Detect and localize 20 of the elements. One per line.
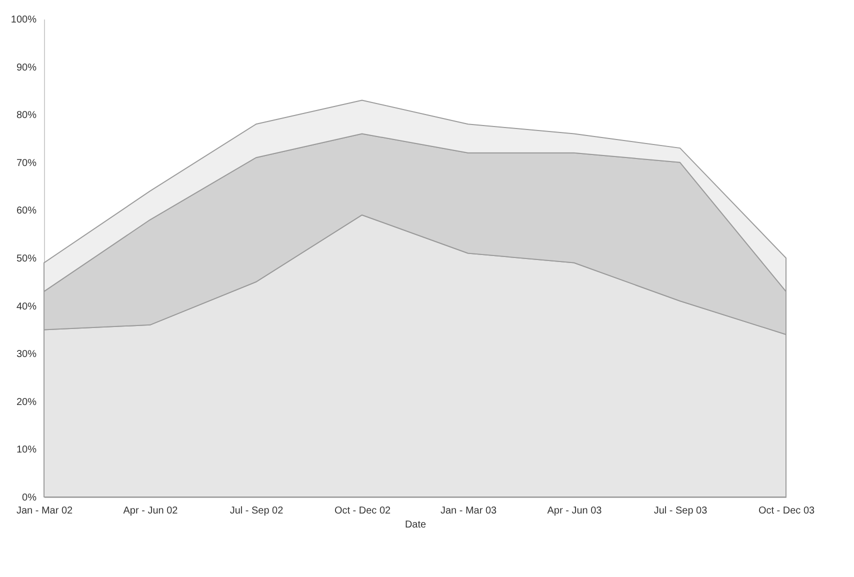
x-tick-label: Apr - Jun 03 xyxy=(547,506,602,516)
x-tick-label: Jul - Sep 02 xyxy=(230,506,284,516)
x-tick-label: Oct - Dec 02 xyxy=(334,506,391,516)
y-tick-label: 10% xyxy=(16,444,37,456)
y-tick-label: 50% xyxy=(16,254,37,264)
y-tick-label: 0% xyxy=(22,492,37,504)
x-tick-label: Jan - Mar 02 xyxy=(16,506,73,516)
x-tick-label: Jul - Sep 03 xyxy=(654,506,708,516)
y-tick-label: 60% xyxy=(16,206,37,217)
x-tick-label: Jan - Mar 03 xyxy=(440,506,497,516)
x-tick-label: Oct - Dec 03 xyxy=(758,506,815,516)
y-tick-label: 90% xyxy=(16,62,37,74)
x-axis-title: Date xyxy=(404,520,426,530)
y-tick-label: 20% xyxy=(16,396,37,408)
y-tick-label: 80% xyxy=(16,110,37,122)
y-tick-label: 70% xyxy=(16,158,37,169)
x-tick-label: Apr - Jun 02 xyxy=(123,506,178,516)
y-tick-label: 40% xyxy=(16,301,37,312)
y-tick-label: 30% xyxy=(16,349,37,360)
y-tick-label: 100% xyxy=(10,14,37,26)
